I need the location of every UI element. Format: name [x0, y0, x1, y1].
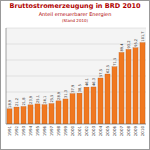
x-tick-label: 2010 — [140, 126, 145, 137]
x-tick-label: 2005 — [105, 126, 110, 137]
bar — [133, 48, 138, 124]
bar — [21, 107, 26, 124]
grid-line — [6, 60, 146, 61]
plot-area — [6, 28, 146, 124]
grid-line — [6, 108, 146, 109]
bar — [119, 52, 124, 124]
x-tick-label: 2002 — [84, 126, 89, 137]
bar — [28, 105, 33, 124]
data-label: 71,5 — [113, 58, 117, 66]
data-label: 46,1 — [85, 78, 89, 86]
bar — [42, 105, 47, 124]
bar — [84, 87, 89, 124]
x-tick-label: 1994 — [28, 126, 33, 137]
x-tick-label: 1998 — [56, 126, 61, 137]
x-tick-label: 2009 — [133, 126, 138, 137]
title: Bruttostromerzeugung in BRD 2010 — [10, 2, 141, 10]
bar — [112, 67, 117, 124]
bar — [7, 109, 12, 124]
data-label: 37,9 — [71, 84, 75, 93]
bar — [14, 107, 19, 124]
x-tick-label: 1995 — [35, 126, 40, 137]
data-label: 57,5 — [99, 69, 103, 77]
bars — [7, 43, 145, 124]
data-label: 46,3 — [92, 78, 96, 86]
data-label: 23,9 — [29, 95, 33, 104]
data-label: 21,8 — [22, 97, 26, 106]
data-label: 21,2 — [15, 98, 19, 106]
data-label: 28,9 — [57, 91, 61, 100]
x-tick-label: 2008 — [126, 126, 131, 137]
bar — [56, 101, 61, 124]
grid-line — [6, 124, 146, 125]
x-tick-label: 2000 — [70, 126, 75, 137]
chart: Bruttostromerzeugung in BRD 2010Anteil e… — [0, 0, 150, 150]
subtitle: Anteil erneuerbarer Energien — [39, 11, 112, 18]
x-tick-label: 2004 — [98, 126, 103, 137]
bar — [49, 104, 54, 124]
bar — [126, 49, 131, 124]
data-label: 25,1 — [36, 95, 40, 103]
x-axis — [6, 124, 146, 125]
bar — [35, 104, 40, 124]
data-label: 18,9 — [8, 99, 12, 108]
x-tick-label: 1996 — [42, 126, 47, 137]
data-label: 24,1 — [43, 96, 47, 104]
x-tick-label: 1993 — [21, 126, 26, 137]
chart-root: Bruttostromerzeugung in BRD 2010Anteil e… — [0, 0, 150, 150]
data-label: 31,3 — [64, 90, 68, 98]
x-tick-label: 2007 — [119, 126, 124, 137]
data-label: 38,5 — [78, 84, 82, 92]
x-tick-label: 1997 — [49, 126, 54, 137]
data-label: 25,5 — [50, 95, 54, 103]
grid-line — [6, 44, 146, 45]
grid-line — [6, 28, 146, 29]
data-label: 95,2 — [134, 39, 138, 47]
data-label: 89,4 — [120, 43, 124, 52]
x-tick-label: 2006 — [112, 126, 117, 137]
x-tick-label: 1999 — [63, 126, 68, 137]
bar — [77, 93, 82, 124]
data-label: 101,7 — [141, 31, 145, 41]
x-tick-label: 2001 — [77, 126, 82, 137]
grid-line — [6, 76, 146, 77]
data-label: 93,2 — [127, 40, 131, 48]
data-label: 62,5 — [106, 65, 110, 73]
y-axis — [6, 28, 7, 124]
bar — [70, 94, 75, 124]
annotation: (Stand 2010) — [62, 18, 89, 23]
bar — [98, 78, 103, 124]
bar — [140, 43, 145, 124]
grid-line — [6, 92, 146, 93]
frame — [1, 1, 150, 150]
bar — [105, 74, 110, 124]
x-tick-label: 1991 — [7, 126, 12, 137]
bar — [91, 87, 96, 124]
x-tick-label: 1992 — [14, 126, 19, 137]
bar — [63, 99, 68, 124]
x-tick-label: 2003 — [91, 126, 96, 137]
